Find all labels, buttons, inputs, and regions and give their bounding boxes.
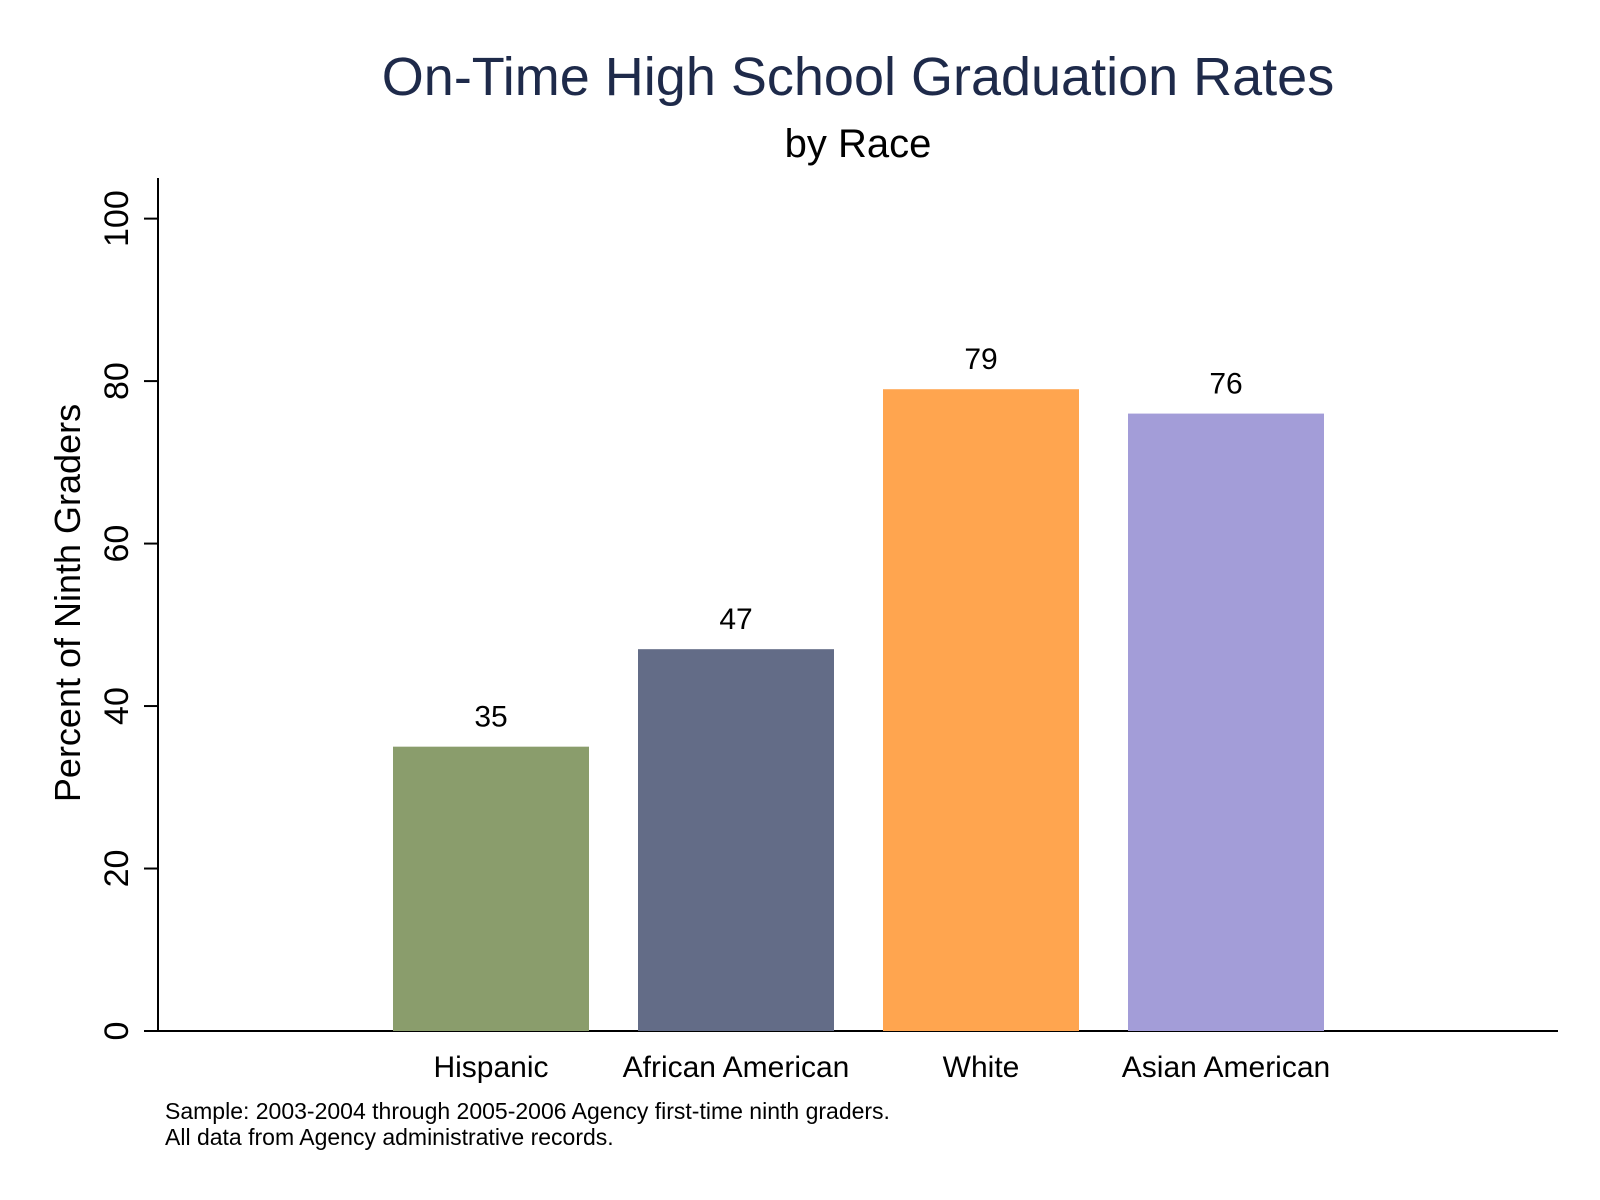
bar-value-label: 35	[474, 701, 507, 734]
category-label: Asian American	[1122, 1051, 1330, 1084]
category-label: African American	[623, 1051, 850, 1084]
bar-value-label: 79	[964, 343, 997, 376]
chart-subtitle: by Race	[785, 122, 932, 166]
category-label: Hispanic	[433, 1051, 548, 1084]
bar	[638, 649, 834, 1031]
y-axis-label: Percent of Ninth Graders	[47, 404, 88, 802]
bar-value-label: 76	[1209, 368, 1242, 401]
y-tick-label: 100	[98, 190, 136, 247]
note-line-1: Sample: 2003-2004 through 2005-2006 Agen…	[165, 1098, 890, 1124]
y-tick-label: 60	[98, 525, 136, 563]
chart-title: On-Time High School Graduation Rates	[382, 47, 1334, 107]
bar	[883, 389, 1079, 1031]
bar	[1128, 413, 1324, 1032]
category-label: White	[943, 1051, 1020, 1084]
plot-area: 0 20 40 60 80 100 35 Hispanic 47 African American…	[98, 178, 1558, 1084]
note-line-2: All data from Agency administrative reco…	[165, 1124, 614, 1150]
bar-value-label: 47	[719, 603, 752, 636]
y-tick-label: 80	[98, 362, 136, 400]
y-tick-label: 0	[98, 1022, 136, 1041]
y-tick-label: 40	[98, 687, 136, 725]
y-tick-label: 20	[98, 850, 136, 888]
bar	[393, 746, 589, 1031]
